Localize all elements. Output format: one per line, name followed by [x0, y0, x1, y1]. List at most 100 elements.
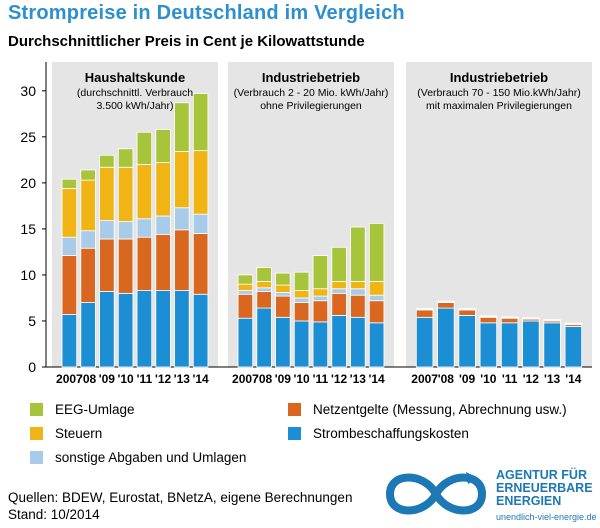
legend-item-steuern: Steuern	[30, 424, 102, 442]
bar-sonstige-p2-7	[368, 294, 385, 302]
y-tick-label-15: 15	[20, 221, 36, 237]
x-tick-label-p1-0: 2007	[56, 372, 83, 386]
panel-subtitle-1-1: (durchschnittl. Verbrauch	[77, 87, 193, 99]
y-tick-label-0: 0	[28, 359, 36, 375]
bar-netzentgelte-p1-1	[80, 247, 96, 303]
infinity-logo-icon	[385, 472, 487, 515]
bar-strombeschaffung-p3-2	[458, 315, 476, 368]
bar-netzentgelte-p2-6	[350, 294, 366, 318]
bar-sonstige-p2-4	[312, 295, 329, 302]
logo-line-1: AGENTUR FÜR	[496, 468, 587, 482]
bar-strombeschaffung-p2-2	[275, 316, 291, 368]
x-tick-label-p2-6: '13	[350, 372, 367, 386]
bar-eeg-p1-4	[136, 131, 153, 165]
bar-steuern-p2-6	[350, 280, 366, 290]
x-tick-label-p1-1: '08	[80, 372, 97, 386]
sources-note: Quellen: BDEW, Eurostat, BNetzA, eigene …	[8, 489, 352, 523]
legend-label-steuern: Steuern	[55, 425, 103, 441]
x-tick-label-p2-2: '09	[275, 372, 292, 386]
bar-sonstige-p1-5	[155, 215, 171, 235]
panel-subtitle-3-1: (Verbrauch 70 - 150 Mio.kWh/Jahr)	[417, 87, 580, 99]
panel-subtitle-2-2: ohne Privilegierungen	[260, 100, 362, 112]
bar-steuern-p2-5	[331, 280, 347, 290]
x-tick-label-p3-2: '09	[459, 372, 476, 386]
legend-swatch-strombeschaffung	[288, 426, 301, 440]
legend-label-strombeschaffung: Strombeschaffungskosten	[313, 425, 469, 441]
y-tick-label-30: 30	[20, 83, 36, 99]
bar-strombeschaffung-p3-3	[479, 322, 498, 368]
y-tick-label-5: 5	[28, 313, 36, 329]
bar-eeg-p2-3	[293, 271, 310, 291]
bar-strombeschaffung-p2-7	[368, 322, 385, 368]
x-tick-label-p2-1: '08	[256, 372, 273, 386]
bar-steuern-p1-3	[117, 166, 134, 222]
bar-sonstige-p2-1	[256, 287, 272, 292]
bar-strombeschaffung-p3-5	[522, 320, 540, 368]
bar-sonstige-p2-5	[331, 288, 347, 294]
bar-sonstige-p1-2	[99, 220, 115, 240]
bar-strombeschaffung-p1-0	[61, 314, 78, 368]
bar-eeg-p1-6	[174, 102, 190, 152]
logo-line-3: ENERGIEN	[496, 494, 562, 508]
bar-steuern-p1-5	[155, 162, 171, 217]
legend-item-strombeschaffung: Strombeschaffungskosten	[288, 424, 469, 442]
bar-strombeschaffung-p1-6	[174, 290, 190, 368]
bar-eeg-p1-2	[99, 154, 115, 168]
bar-eeg-p2-5	[331, 246, 347, 282]
bar-eeg-p1-3	[117, 148, 134, 168]
x-tick-label-p2-0: 2007	[232, 372, 259, 386]
bar-netzentgelte-p2-7	[368, 300, 385, 324]
sources-text: Quellen: BDEW, Eurostat, BNetzA, eigene …	[8, 490, 353, 505]
bar-strombeschaffung-p1-4	[136, 290, 153, 368]
x-tick-label-p2-5: '12	[331, 372, 348, 386]
legend-swatch-sonstige	[30, 450, 43, 464]
bar-netzentgelte-p3-2	[458, 309, 476, 316]
x-tick-label-p1-6: '13	[174, 372, 191, 386]
logo-line-2: ERNEUERBARE	[496, 481, 593, 495]
chart-subtitle: Durchschnittlicher Preis in Cent je Kilo…	[8, 33, 365, 50]
bar-strombeschaffung-p1-7	[192, 293, 209, 368]
bar-strombeschaffung-p3-6	[543, 322, 561, 368]
panel-subtitle-3-2: mit maximalen Privilegierungen	[426, 100, 572, 112]
bar-sonstige-p2-6	[350, 288, 366, 296]
bar-sonstige-p2-3	[293, 297, 310, 303]
stacked-bar-chart: 0 5 10 15 20 25 30 Haushaltskunde (durchschnittl…	[20, 62, 592, 386]
bar-steuern-p1-0	[61, 187, 78, 238]
bar-sonstige-p2-2	[275, 292, 291, 297]
bar-strombeschaffung-p3-1	[437, 307, 455, 368]
bar-sonstige-p2-0	[237, 290, 254, 295]
bar-netzentgelte-p1-5	[155, 234, 171, 291]
bar-steuern-p1-7	[192, 150, 209, 215]
legend-item-netzentgelte: Netzentgelte (Messung, Abrechnung usw.)	[288, 400, 567, 418]
chart-title: Strompreise in Deutschland im Vergleich	[8, 2, 405, 24]
bar-netzentgelte-p1-4	[136, 236, 153, 291]
bar-sonstige-p1-4	[136, 218, 153, 238]
bar-netzentgelte-p2-1	[256, 291, 272, 309]
logo-wordmark: AGENTUR FÜR ERNEUERBARE ENERGIEN unendli…	[496, 469, 597, 524]
y-tick-label-10: 10	[20, 267, 36, 283]
bar-netzentgelte-p1-7	[192, 233, 209, 295]
panel-background-2	[228, 62, 394, 367]
bar-sonstige-p1-0	[61, 236, 78, 257]
bar-sonstige-p1-6	[174, 207, 190, 231]
bar-strombeschaffung-p3-7	[564, 326, 583, 368]
bar-strombeschaffung-p2-4	[312, 321, 329, 368]
panel-title-2: Industriebetrieb	[262, 70, 360, 85]
bar-eeg-p2-4	[312, 255, 329, 290]
bar-strombeschaffung-p2-3	[293, 320, 310, 368]
bar-steuern-p1-6	[174, 151, 190, 209]
legend-label-eeg: EEG-Umlage	[55, 401, 135, 417]
panel-subtitle-2-1: (Verbrauch 2 - 20 Mio. kWh/Jahr)	[234, 87, 389, 99]
logo-url: unendlich-viel-energie.de	[496, 512, 597, 522]
bar-steuern-p2-4	[312, 288, 329, 297]
bar-eeg-p2-7	[368, 222, 385, 282]
legend-item-sonstige: sonstige Abgaben und Umlagen	[30, 448, 246, 466]
x-tick-label-p3-7: '14	[565, 372, 582, 386]
bar-steuern-p1-4	[136, 164, 153, 220]
bar-eeg-p2-2	[275, 272, 291, 286]
x-tick-label-p3-4: '11	[502, 372, 518, 386]
bar-steuern-p2-1	[256, 280, 272, 289]
bar-eeg-p2-6	[350, 226, 366, 282]
bar-strombeschaffung-p2-1	[256, 307, 272, 368]
bar-eeg-p1-7	[192, 93, 209, 152]
